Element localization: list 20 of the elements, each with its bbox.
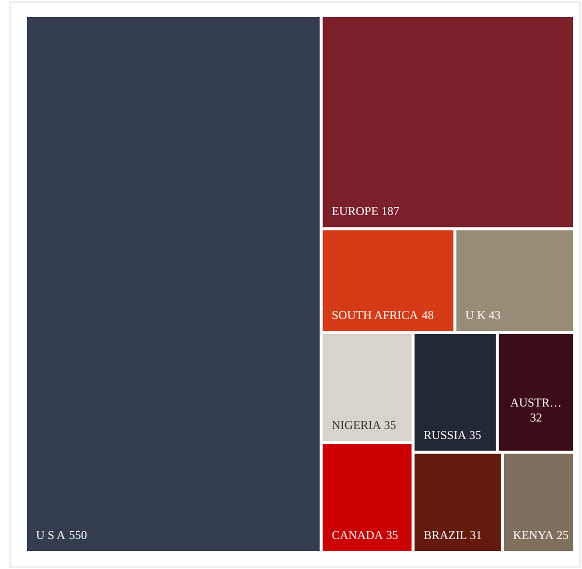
- data-label: 35: [469, 428, 482, 442]
- category-label: U S A: [36, 528, 66, 542]
- data-label: 48: [422, 308, 434, 322]
- category-label: U K: [465, 308, 486, 322]
- category-label: KENYA: [512, 528, 554, 542]
- data-label: 43: [488, 308, 501, 322]
- category-label: RUSSIA: [424, 428, 467, 442]
- data-label: 31: [470, 528, 482, 542]
- category-label: AUSTR…: [510, 395, 562, 410]
- data-label: 25: [556, 528, 569, 542]
- data-label: 550: [69, 528, 88, 542]
- data-label: 32: [530, 410, 542, 424]
- category-label: EUROPE: [332, 204, 378, 218]
- category-label: CANADA: [332, 528, 384, 542]
- category-label: BRAZIL: [424, 528, 467, 542]
- category-label: SOUTH AFRICA: [332, 308, 418, 322]
- data-label: 187: [381, 204, 400, 218]
- data-label: 35: [386, 528, 398, 542]
- data-label: 35: [384, 418, 396, 432]
- category-label: NIGERIA: [332, 418, 382, 432]
